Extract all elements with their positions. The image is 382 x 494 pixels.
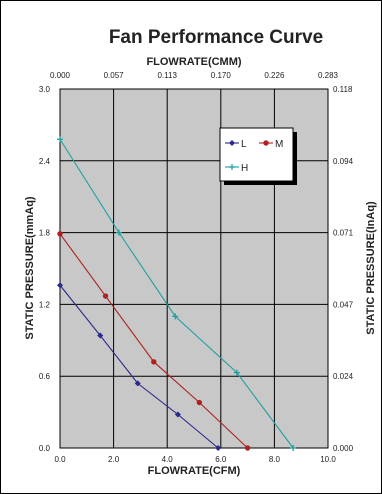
legend-box [219, 127, 294, 182]
x-top-tick-label: 0.000 [50, 71, 71, 80]
y-right-tick-label: 0.094 [333, 157, 354, 166]
legend-marker [229, 164, 235, 170]
data-point-L [215, 445, 222, 451]
y-right-tick-label: 0.118 [333, 85, 353, 94]
legend-label-L: L [241, 139, 247, 150]
data-point-H [57, 136, 63, 143]
x-tick-label: 2.0 [108, 455, 120, 464]
x-top-tick-label: 0.170 [211, 71, 232, 80]
x-tick-label: 8.0 [269, 455, 281, 464]
y-right-tick-label: 0.071 [333, 229, 354, 238]
x-axis-top-label: FLOWRATE(CMM) [146, 56, 241, 68]
data-point-H [233, 369, 240, 376]
data-point-M [102, 293, 109, 299]
legend-marker [263, 140, 269, 146]
legend-marker [229, 140, 235, 146]
y-axis-label-right: STATIC PRESSURE(InAq) [365, 201, 377, 335]
y-axis-label-left: STATIC PRESSURE(mmAq) [24, 196, 36, 340]
series-layer [57, 136, 297, 451]
legend-label-M: M [275, 139, 283, 150]
y-right-tick-label: 0.000 [333, 444, 354, 453]
legend-label-H: H [241, 163, 248, 174]
x-top-tick-label: 0.226 [264, 71, 285, 80]
y-tick-label: 1.8 [39, 229, 51, 238]
x-top-tick-label: 0.283 [318, 71, 339, 80]
y-tick-label: 0.0 [39, 444, 51, 453]
x-axis-label: FLOWRATE(CFM) [148, 465, 241, 477]
legend: L M H [219, 127, 297, 185]
x-tick-label: 0.0 [54, 455, 66, 464]
x-top-tick-label: 0.057 [104, 71, 125, 80]
y-tick-label: 3.0 [39, 85, 51, 94]
x-tick-label: 6.0 [215, 455, 227, 464]
data-point-L [97, 332, 104, 339]
data-point-M [57, 231, 63, 237]
y-right-tick-label: 0.024 [333, 372, 354, 381]
x-tick-label: 10.0 [320, 455, 336, 464]
data-point-L [174, 411, 181, 418]
chart-title: Fan Performance Curve [109, 27, 323, 48]
data-point-H [290, 445, 297, 451]
data-point-H [172, 313, 179, 320]
y-tick-label: 1.2 [39, 300, 51, 309]
y-tick-label: 2.4 [39, 157, 51, 166]
data-point-M [196, 399, 203, 406]
data-point-M [151, 359, 157, 365]
data-point-L [57, 282, 63, 289]
tick-labels: 0.0 2.0 4.0 6.0 8.0 10.0 0.000 0.057 0.113 0.170 0… [39, 71, 354, 464]
x-tick-label: 4.0 [162, 455, 174, 464]
y-right-tick-label: 0.047 [333, 300, 354, 309]
x-top-tick-label: 0.113 [157, 71, 177, 80]
y-tick-label: 0.6 [39, 372, 51, 381]
data-point-L [134, 380, 141, 387]
data-point-M [244, 445, 251, 451]
data-point-H [115, 229, 122, 236]
